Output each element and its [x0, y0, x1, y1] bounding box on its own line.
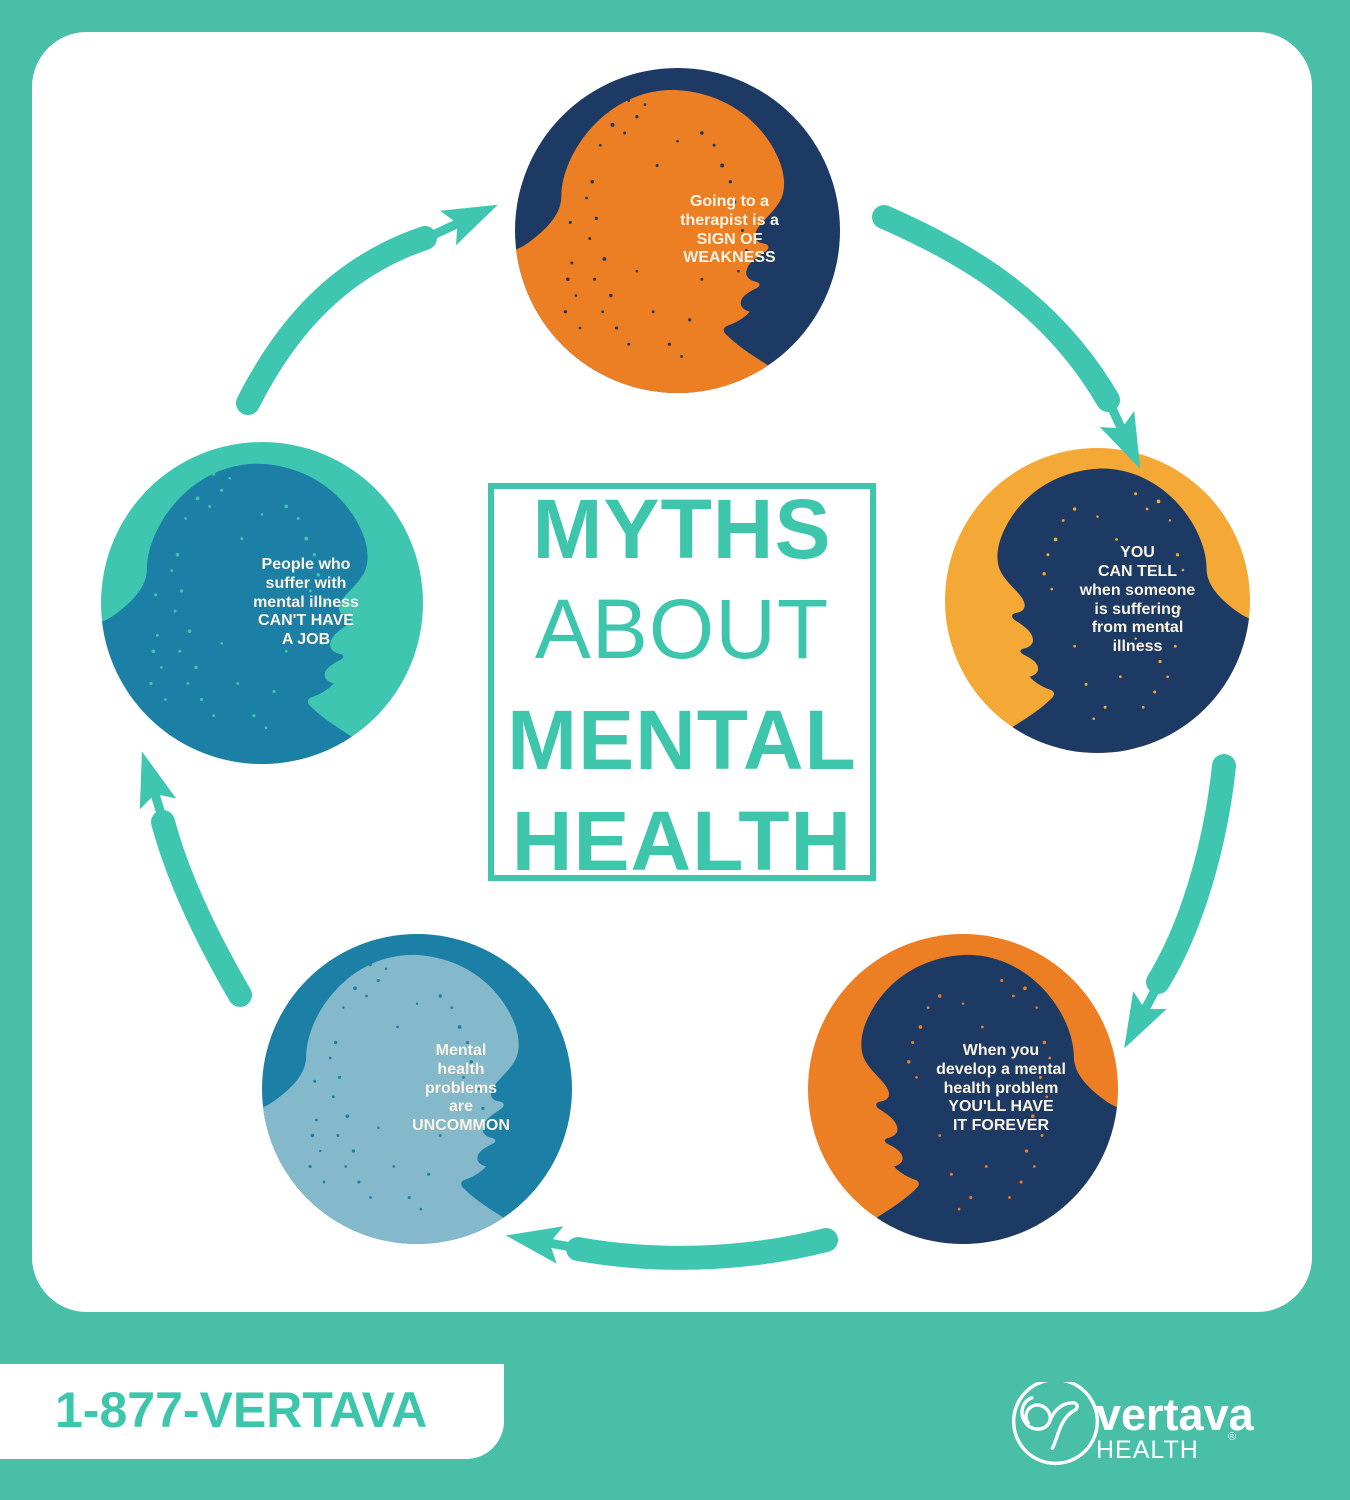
- svg-text:HEALTH: HEALTH: [1096, 1436, 1199, 1464]
- svg-text:®: ®: [1228, 1431, 1236, 1443]
